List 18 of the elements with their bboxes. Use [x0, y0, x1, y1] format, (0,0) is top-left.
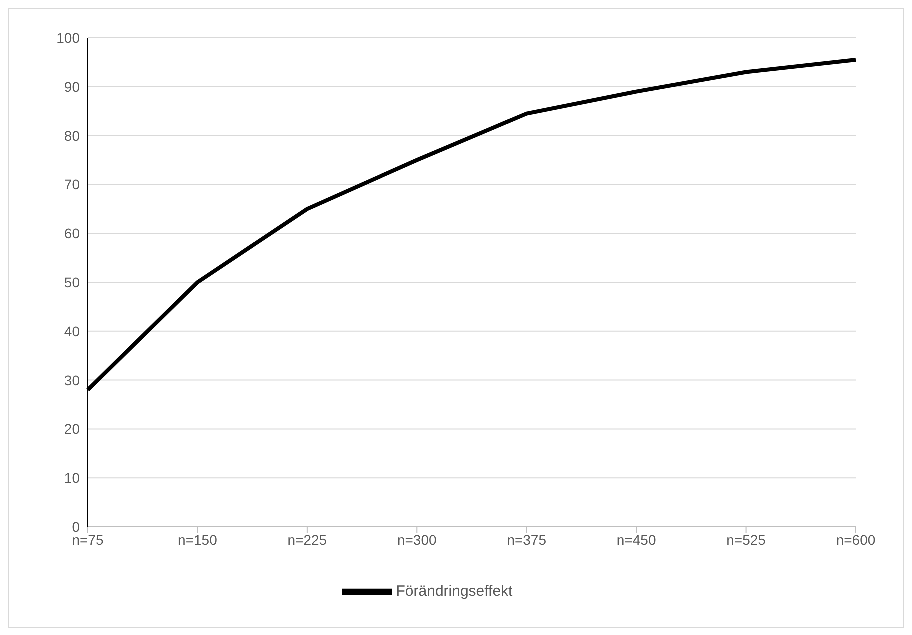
x-tick-label: n=150: [178, 532, 218, 548]
y-tick-label: 80: [64, 128, 80, 144]
x-tick-label: n=225: [288, 532, 328, 548]
x-tick-label: n=375: [507, 532, 547, 548]
y-tick-label: 60: [64, 226, 80, 242]
y-tick-label: 90: [64, 78, 80, 95]
y-tick-label: 20: [64, 421, 80, 438]
y-tick-label: 10: [64, 470, 80, 486]
x-tick-label: n=600: [836, 532, 876, 548]
legend-label: Förändringseffekt: [396, 582, 513, 600]
y-tick-label: 50: [64, 274, 80, 290]
y-tick-label: 40: [64, 323, 80, 340]
x-tick-label: n=300: [397, 532, 438, 548]
x-tick-label: n=450: [616, 532, 656, 548]
y-tick-label: 30: [64, 372, 80, 388]
x-tick-label: n=525: [726, 532, 766, 548]
y-tick-label: 70: [64, 176, 80, 193]
y-tick-label: 100: [56, 30, 80, 46]
